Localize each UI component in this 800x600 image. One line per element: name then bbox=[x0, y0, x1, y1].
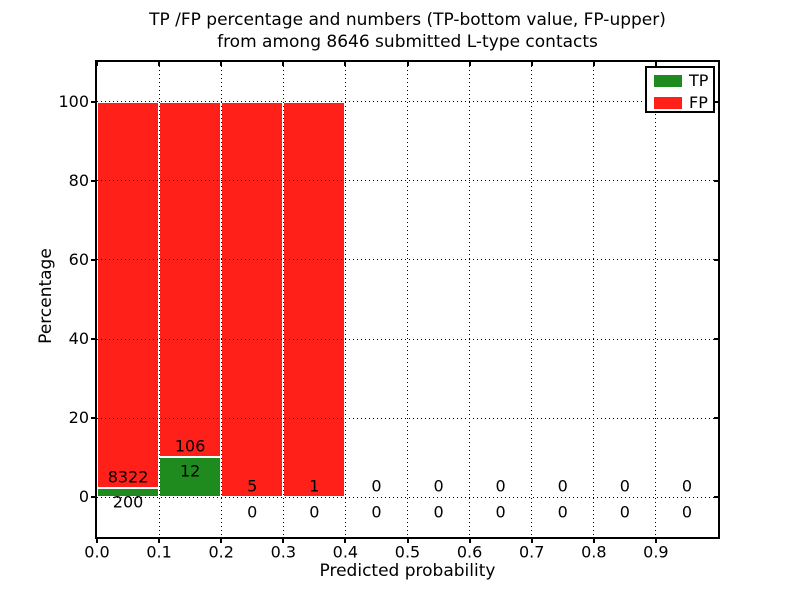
fp-count-label: 0 bbox=[433, 476, 444, 496]
y-tick-mark bbox=[91, 179, 95, 182]
bar-tp-segment bbox=[97, 488, 160, 498]
legend-item-fp: FP bbox=[647, 93, 713, 112]
bar-fp-segment bbox=[159, 101, 222, 458]
x-tick-mark-top bbox=[592, 62, 595, 66]
x-tick-mark bbox=[406, 539, 409, 543]
y-tick-mark bbox=[91, 100, 95, 103]
fp-count-label: 0 bbox=[619, 476, 630, 496]
tp-count-label: 0 bbox=[557, 502, 568, 522]
tp-count-label: 0 bbox=[371, 502, 382, 522]
x-gridline bbox=[655, 62, 657, 537]
fp-count-label: 106 bbox=[174, 436, 206, 456]
x-tick-mark bbox=[344, 539, 347, 543]
x-tick-mark-top bbox=[220, 62, 223, 66]
tp-swatch bbox=[654, 75, 682, 87]
y-tick-mark-right bbox=[714, 179, 718, 182]
x-tick-mark bbox=[654, 539, 657, 543]
x-tick-mark-top bbox=[654, 62, 657, 66]
y-tick-label: 20 bbox=[68, 408, 89, 428]
y-tick-label: 60 bbox=[68, 249, 89, 269]
x-tick-mark-top bbox=[406, 62, 409, 66]
x-tick-label: 0.4 bbox=[332, 542, 359, 562]
fp-count-label: 5 bbox=[247, 476, 258, 496]
x-tick-mark-top bbox=[468, 62, 471, 66]
tp-count-label: 0 bbox=[619, 502, 630, 522]
x-tick-label: 0.7 bbox=[518, 542, 545, 562]
x-gridline bbox=[469, 62, 471, 537]
y-tick-mark bbox=[91, 417, 95, 420]
x-gridline bbox=[344, 62, 346, 537]
plot-area: 8322 200 106 12 5 0 1 0 0 0 0 0 0 0 0 0 0 0 0 0 bbox=[97, 62, 718, 537]
y-tick-mark-right bbox=[714, 417, 718, 420]
tp-count-label: 0 bbox=[681, 502, 693, 522]
x-tick-mark bbox=[530, 539, 533, 543]
y-tick-mark-right bbox=[714, 258, 718, 261]
chart-title-line1: TP /FP percentage and numbers (TP-bottom… bbox=[149, 10, 666, 30]
legend-item-tp: TP bbox=[647, 71, 713, 90]
y-tick-label: 100 bbox=[58, 91, 89, 111]
tp-count-label: 200 bbox=[112, 492, 144, 512]
y-tick-label: 0 bbox=[78, 487, 89, 507]
chart-title: TP /FP percentage and numbers (TP-bottom… bbox=[97, 9, 718, 53]
x-tick-mark-top bbox=[96, 62, 98, 66]
y-tick-mark bbox=[91, 258, 95, 261]
y-tick-label: 80 bbox=[68, 170, 89, 190]
y-axis-label: Percentage bbox=[36, 248, 56, 344]
x-tick-label: 0.3 bbox=[270, 542, 297, 562]
x-tick-label: 0.6 bbox=[456, 542, 483, 562]
x-tick-label: 0.0 bbox=[84, 542, 110, 562]
x-tick-label: 0.8 bbox=[581, 542, 607, 562]
x-tick-mark bbox=[220, 539, 223, 543]
y-tick-mark bbox=[91, 496, 95, 499]
x-tick-mark bbox=[468, 539, 471, 543]
x-tick-mark-top bbox=[282, 62, 285, 66]
y-tick-mark bbox=[91, 338, 95, 341]
x-gridline bbox=[531, 62, 533, 537]
x-tick-label: 0.2 bbox=[208, 542, 234, 562]
y-tick-mark-right bbox=[714, 100, 718, 103]
x-gridline bbox=[282, 62, 284, 537]
legend-label-tp: TP bbox=[689, 71, 709, 90]
y-tick-label: 40 bbox=[68, 329, 89, 349]
x-tick-mark-top bbox=[158, 62, 161, 66]
y-tick-mark-right bbox=[714, 338, 718, 341]
tp-count-label: 0 bbox=[433, 502, 444, 522]
x-gridline bbox=[158, 62, 160, 537]
fp-count-label: 0 bbox=[681, 476, 693, 496]
bar-fp-segment bbox=[97, 101, 160, 489]
fp-count-label: 0 bbox=[495, 476, 506, 496]
x-tick-mark bbox=[592, 539, 595, 543]
x-tick-mark-top bbox=[344, 62, 347, 66]
x-gridline bbox=[593, 62, 595, 537]
x-tick-label: 0.9 bbox=[643, 542, 669, 562]
tp-count-label: 0 bbox=[247, 502, 258, 522]
x-axis-label: Predicted probability bbox=[319, 561, 496, 581]
x-gridline bbox=[407, 62, 408, 537]
x-tick-mark bbox=[282, 539, 285, 543]
fp-swatch bbox=[654, 97, 682, 109]
tp-count-label: 0 bbox=[309, 502, 320, 522]
plot-frame: 8322 200 106 12 5 0 1 0 0 0 0 0 0 0 0 0 0 0 0 0 bbox=[95, 60, 720, 539]
fp-count-label: 8322 bbox=[107, 467, 149, 487]
fp-count-label: 1 bbox=[309, 476, 320, 496]
x-tick-mark bbox=[158, 539, 161, 543]
y-tick-mark-right bbox=[714, 496, 718, 499]
tp-count-label: 12 bbox=[179, 461, 201, 481]
x-tick-label: 0.1 bbox=[146, 542, 172, 562]
bar-fp-segment bbox=[283, 101, 346, 498]
fp-count-label: 0 bbox=[557, 476, 568, 496]
fp-count-label: 0 bbox=[371, 476, 382, 496]
x-tick-mark bbox=[96, 539, 98, 543]
chart-title-line2: from among 8646 submitted L-type contact… bbox=[217, 32, 598, 52]
legend-label-fp: FP bbox=[689, 93, 708, 112]
x-tick-mark-top bbox=[530, 62, 533, 66]
x-gridline bbox=[220, 62, 222, 537]
x-tick-label: 0.5 bbox=[394, 542, 421, 562]
bar-fp-segment bbox=[221, 101, 284, 498]
tp-count-label: 0 bbox=[495, 502, 506, 522]
legend: TP FP bbox=[645, 66, 715, 113]
bar-tp-segment bbox=[159, 457, 222, 498]
